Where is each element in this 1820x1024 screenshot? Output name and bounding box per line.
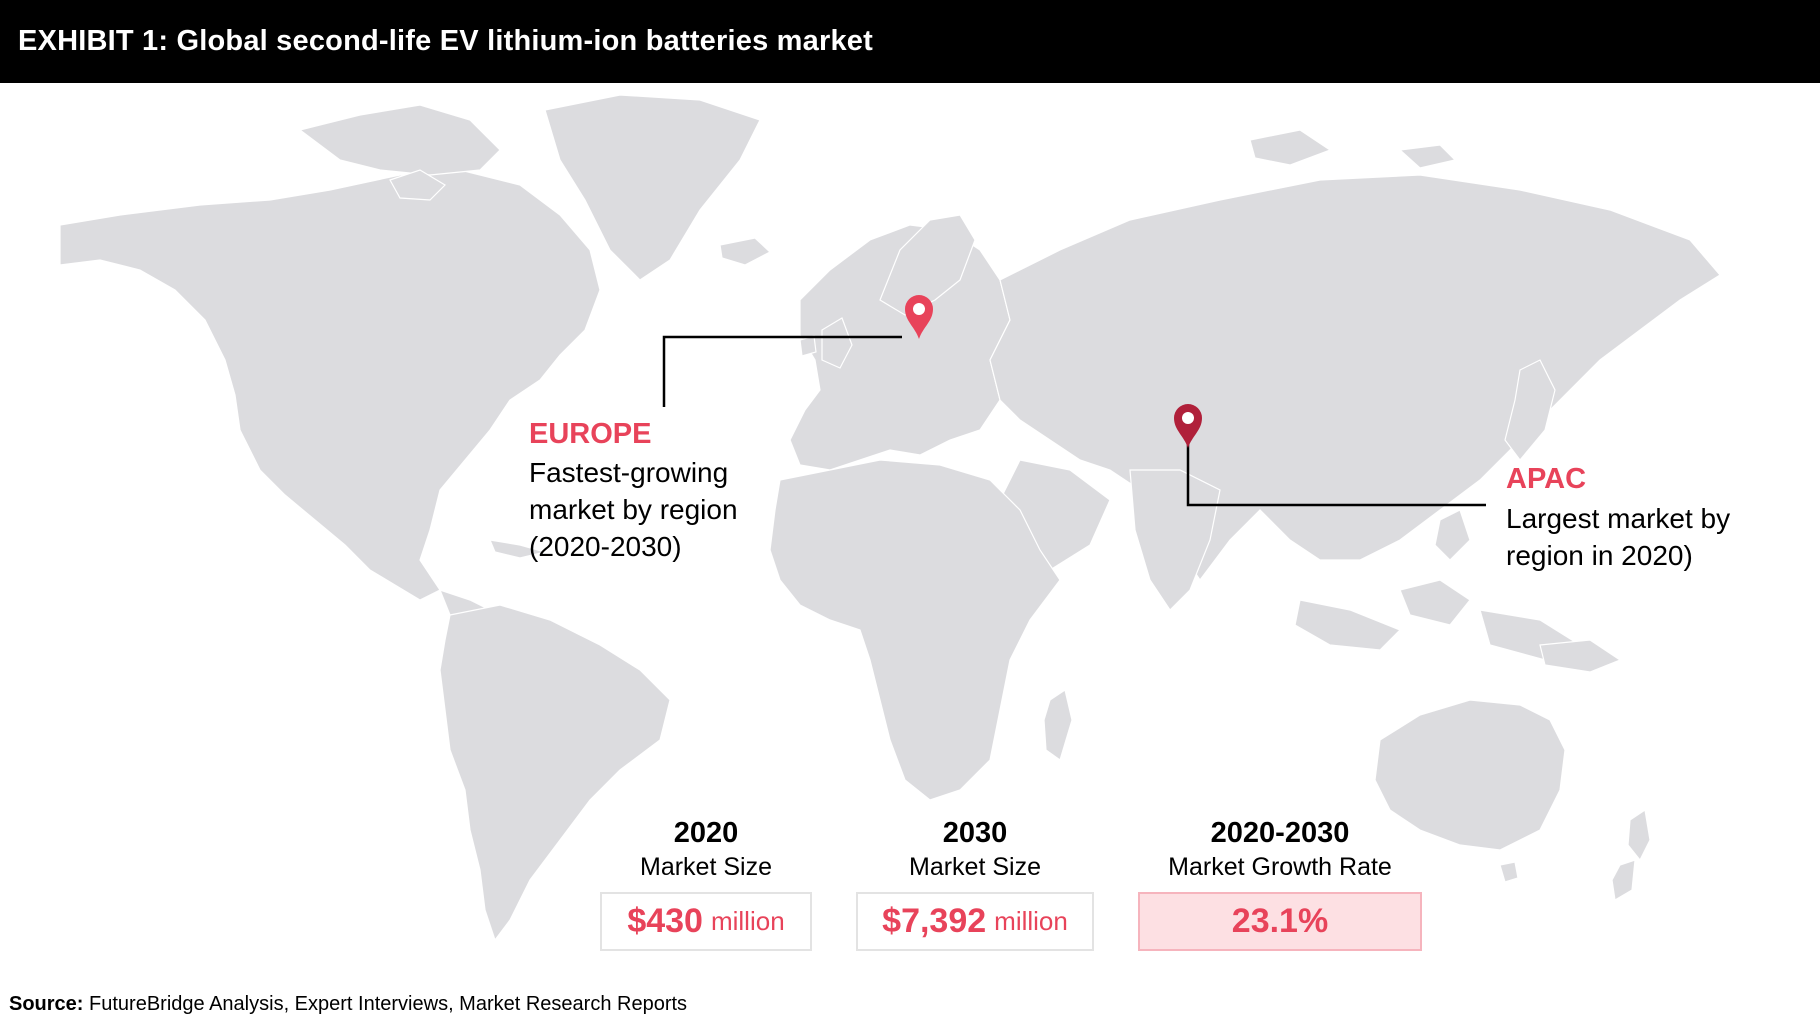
australia-landmass [1374,699,1566,851]
stat-value: $7,392 [882,902,987,940]
india-landmass [1129,469,1221,611]
arctic-islands [298,104,501,176]
apac-connector-line [1186,440,1486,507]
stat-year: 2020 [673,817,739,849]
africa-landmass [769,459,1061,801]
stat-value: $430 [627,902,703,940]
stat-unit: million [994,906,1068,936]
north-america-landmass [59,169,601,601]
map-pin-icon [1174,404,1202,448]
page-title: EXHIBIT 1: Global second-life EV lithium… [18,25,873,57]
stat-year: 2020-2030 [1210,817,1350,849]
stat-growth: 2020-2030 Market Growth Rate [1138,816,1422,884]
stat-value-box: 23.1% [1138,892,1422,951]
stat-year: 2030 [942,817,1008,849]
south-america-landmass [439,604,671,942]
europe-connector-line [662,335,902,407]
stat-label: Market Growth Rate [1168,853,1392,881]
apac-callout-title: APAC [1506,463,1587,495]
stat-label: Market Size [909,853,1041,881]
europe-callout-title: EUROPE [529,418,652,450]
europe-callout-text: Fastest-growing market by region (2020-2… [529,457,738,562]
stat-label: Market Size [640,853,772,881]
stat-unit: million [710,906,785,936]
stat-2020: 2020 Market Size [600,816,812,884]
source-text: FutureBridge Analysis, Expert Interviews… [83,993,688,1015]
greenland [544,94,761,281]
header-bar: EXHIBIT 1: Global second-life EV lithium… [0,0,1820,83]
stat-value-box: $7,392 million [856,892,1094,951]
stat-value: 23.1% [1231,902,1329,940]
apac-callout-text: Largest market by region in 2020) [1506,503,1731,571]
source-note: Source: FutureBridge Analysis, Expert In… [9,993,687,1016]
source-label: Source: [9,993,84,1015]
stat-2030: 2030 Market Size [856,816,1094,884]
map-pin-icon [905,295,933,339]
stat-value-box: $430 million [600,892,812,951]
world-map [59,94,1721,942]
